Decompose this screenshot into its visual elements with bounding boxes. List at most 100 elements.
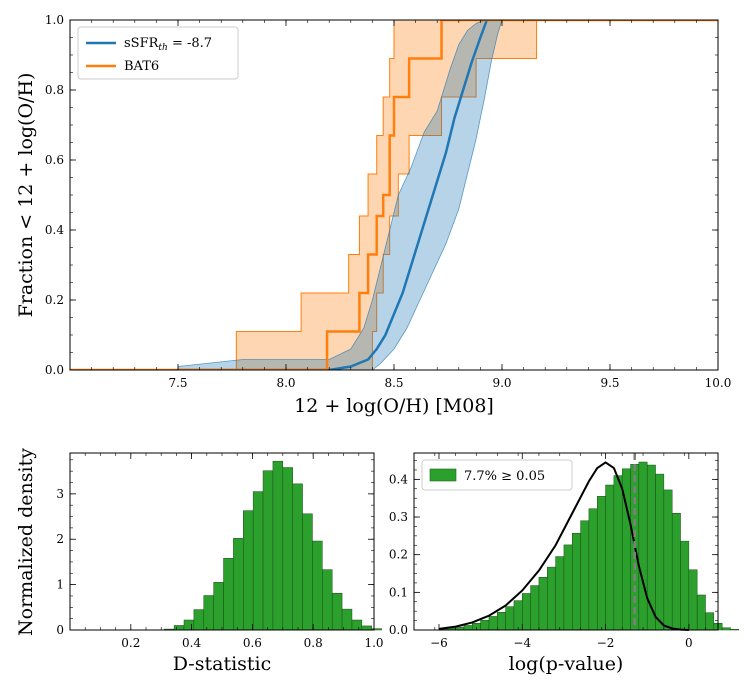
pvalue-legend-swatch [429, 468, 457, 482]
pvalue-bar [680, 540, 690, 631]
cdf-y-tick-label: 0.0 [45, 363, 64, 377]
pvalue-bar [696, 594, 706, 631]
cdf-legend: sSFRth = -8.7 BAT6 [77, 26, 239, 80]
cdf-y-axis-label: Fraction < 12 + log(O/H) [15, 73, 37, 318]
dstat-ticks: 0.2 0.4 0.6 0.8 1.0 0 1 2 3 [56, 453, 384, 650]
pvalue-x-tick-label: −4 [513, 636, 531, 650]
pvalue-frame [413, 452, 719, 631]
pvalue-y-tick-label: 0.2 [389, 548, 408, 562]
pvalue-bar [588, 508, 598, 631]
cdf-plot-area [70, 20, 718, 370]
dstat-bar [233, 538, 244, 631]
pvalue-legend: 7.7% ≥ 0.05 [421, 459, 573, 491]
pvalue-bar [522, 593, 531, 631]
pvalue-bar [488, 616, 498, 631]
dstat-bar [243, 510, 254, 631]
pvalue-bar [671, 513, 681, 631]
legend-bat6-label: BAT6 [124, 59, 159, 74]
pvalue-bar [613, 475, 623, 631]
dstat-panel: 0.2 0.4 0.6 0.8 1.0 0 1 2 3 D-statistic Normaliz… [15, 448, 384, 675]
pvalue-x-tick-label: −2 [597, 636, 615, 650]
cdf-y-tick-label: 0.4 [45, 223, 64, 237]
pvalue-x-axis-label: log(p-value) [509, 653, 624, 675]
cdf-x-tick-label: 7.5 [168, 376, 187, 390]
cdf-y-tick-label: 0.2 [45, 293, 64, 307]
pvalue-legend-box [421, 459, 573, 491]
pvalue-bar [721, 627, 731, 631]
pvalue-y-tick-label: 0.1 [389, 585, 408, 599]
pvalue-bar [580, 520, 590, 631]
cdf-x-tick-label: 8.5 [384, 376, 403, 390]
pvalue-bar [555, 556, 565, 631]
cdf-x-tick-label: 10.0 [705, 376, 732, 390]
dstat-bar [213, 582, 224, 631]
cdf-panel: 7.5 8.0 8.5 9.0 9.5 10.0 0.0 0.2 0.4 0.6 0.8 1.0 12… [15, 13, 731, 417]
pvalue-bar [596, 496, 606, 631]
dstat-bar [193, 609, 205, 631]
pvalue-bar [547, 566, 556, 631]
pvalue-y-tick-label: 0.4 [389, 472, 408, 486]
model-confidence-band [178, 20, 502, 370]
pvalue-bar [538, 577, 548, 631]
dstat-x-tick-label: 0.4 [182, 636, 201, 650]
pvalue-ticks: −6 −4 −2 0 0.0 0.1 0.2 0.3 0.4 [389, 453, 718, 650]
pvalue-bar [730, 628, 740, 631]
pvalue-kde-curve [438, 461, 689, 631]
bat6-band-upper-edge [70, 20, 718, 370]
cdf-x-tick-label: 9.0 [492, 376, 511, 390]
dstat-x-tick-label: 0.2 [121, 636, 140, 650]
model-band-upper-edge [177, 20, 485, 367]
pvalue-bar [663, 489, 673, 631]
cdf-y-tick-label: 1.0 [45, 13, 64, 27]
dstat-y-tick-label: 2 [56, 532, 64, 546]
dstat-y-tick-label: 0 [56, 623, 64, 637]
dstat-bar [292, 483, 303, 631]
dstat-y-axis-label: Normalized density [15, 448, 37, 636]
dstat-bar [322, 569, 333, 631]
pvalue-bar [655, 473, 665, 631]
pvalue-bar [530, 585, 540, 631]
dstat-bar [183, 619, 195, 631]
pvalue-bar [563, 544, 573, 631]
cdf-x-tick-label: 9.5 [600, 376, 619, 390]
dstat-x-tick-label: 0.8 [304, 636, 323, 650]
dstat-y-tick-label: 1 [56, 578, 64, 592]
pvalue-legend-label: 7.7% ≥ 0.05 [464, 469, 545, 484]
dstat-y-tick-label: 3 [56, 487, 64, 501]
dstat-bar [371, 628, 382, 631]
dstat-bar [272, 460, 284, 631]
pvalue-bar [705, 612, 715, 631]
pvalue-y-tick-label: 0.0 [389, 623, 408, 637]
pvalue-bar [605, 484, 615, 631]
pvalue-bar [463, 625, 473, 631]
cdf-y-tick-label: 0.8 [45, 83, 64, 97]
dstat-bar [252, 491, 264, 631]
pvalue-x-tick-label: 0 [685, 636, 693, 650]
pvalue-bar [513, 600, 523, 631]
cdf-x-axis-label: 12 + log(O/H) [M08] [294, 395, 494, 417]
model-band-lower-edge [178, 20, 503, 370]
dstat-bar [282, 467, 293, 631]
dstat-bar [262, 470, 274, 631]
dstat-x-tick-label: 1.0 [364, 636, 383, 650]
dstat-x-tick-label: 0.6 [243, 636, 262, 650]
dstat-bar [173, 625, 185, 631]
pvalue-bar [571, 532, 581, 631]
dstat-bar [331, 592, 343, 631]
pvalue-bar [688, 569, 698, 631]
dstat-bar [351, 619, 363, 631]
cdf-y-tick-label: 0.6 [45, 153, 64, 167]
dstat-bar [341, 608, 353, 631]
pvalue-bar [497, 612, 506, 631]
pvalue-y-tick-label: 0.3 [389, 510, 408, 524]
model-median-line [178, 20, 489, 370]
dstat-histogram [163, 460, 382, 631]
bat6-confidence-band [70, 20, 718, 370]
cdf-ticks: 7.5 8.0 8.5 9.0 9.5 10.0 0.0 0.2 0.4 0.6 0.8 1.0 [45, 13, 731, 390]
dstat-bar [312, 540, 323, 631]
pvalue-panel: −6 −4 −2 0 0.0 0.1 0.2 0.3 0.4 log(p-value) 7.7%… [389, 452, 740, 675]
dstat-bar [302, 513, 313, 631]
pvalue-bar [480, 619, 490, 631]
cdf-x-tick-label: 8.0 [276, 376, 295, 390]
